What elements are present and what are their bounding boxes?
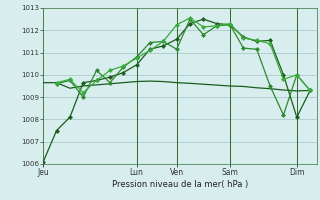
X-axis label: Pression niveau de la mer( hPa ): Pression niveau de la mer( hPa ) [112, 180, 248, 189]
